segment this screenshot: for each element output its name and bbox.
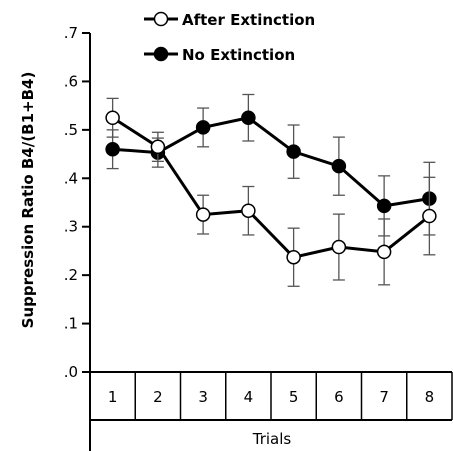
legend-label-no-extinction: No Extinction: [182, 46, 295, 64]
y-tick-labels: .0 .1 .2 .3 .4 .5 .6 .7: [64, 24, 78, 381]
x-tick-label: 2: [153, 388, 163, 406]
x-axis-label: Trials: [252, 430, 292, 448]
data-point: [376, 244, 392, 260]
series-line: [111, 116, 431, 259]
legend: After Extinction No Extinction: [144, 11, 315, 64]
y-tick-label: .1: [64, 315, 78, 333]
data-point: [241, 110, 256, 125]
data-point: [331, 239, 347, 255]
series-no-extinction: [105, 93, 437, 237]
x-tick-label: 4: [244, 388, 254, 406]
y-axis-label: Suppression Ratio B4/(B1+B4): [19, 72, 37, 329]
x-tick-labels: 1 2 3 4 5 6 7 8: [108, 388, 434, 406]
data-point: [286, 144, 301, 159]
x-tick-label: 3: [198, 388, 208, 406]
data-point: [376, 198, 392, 214]
y-tick-label: .0: [64, 363, 78, 381]
data-point: [150, 139, 166, 155]
data-point: [331, 158, 347, 174]
legend-marker-after-extinction: [153, 11, 169, 27]
data-point: [105, 141, 120, 157]
y-tick-label: .4: [64, 169, 78, 187]
legend-marker-no-extinction: [153, 46, 169, 62]
data-point: [195, 120, 211, 135]
data-point: [195, 207, 211, 222]
data-point: [286, 249, 301, 265]
data-point: [105, 110, 120, 125]
series-after-extinction: [105, 97, 437, 287]
y-tick-label: .2: [64, 266, 78, 284]
y-tick-label: .7: [64, 24, 78, 42]
data-point: [241, 203, 256, 218]
legend-label-after-extinction: After Extinction: [182, 11, 315, 29]
x-tick-label: 8: [425, 388, 435, 406]
x-tick-label: 5: [289, 388, 299, 406]
x-tick-label: 6: [334, 388, 344, 406]
axes: [82, 32, 453, 451]
series-layer: [105, 93, 437, 287]
y-tick-label: .5: [64, 121, 78, 139]
y-tick-label: .3: [64, 218, 78, 236]
y-tick-label: .6: [64, 72, 78, 90]
series-line: [112, 116, 430, 208]
x-tick-label: 7: [379, 388, 389, 406]
data-point: [422, 208, 437, 224]
x-tick-label: 1: [108, 388, 118, 406]
